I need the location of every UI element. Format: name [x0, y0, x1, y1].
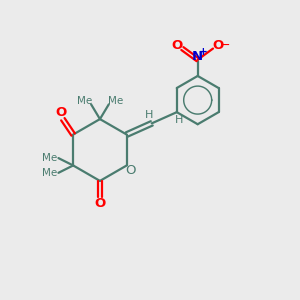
- Text: H: H: [175, 116, 183, 125]
- Text: Me: Me: [108, 96, 123, 106]
- Text: Me: Me: [77, 96, 92, 106]
- Text: O: O: [125, 164, 136, 177]
- Text: Me: Me: [42, 168, 57, 178]
- Text: N: N: [192, 50, 203, 63]
- Text: O: O: [94, 197, 106, 210]
- Text: +: +: [199, 46, 207, 56]
- Text: Me: Me: [42, 153, 57, 163]
- Text: H: H: [145, 110, 154, 120]
- Text: O: O: [56, 106, 67, 119]
- Text: O: O: [212, 39, 224, 52]
- Text: −: −: [220, 39, 231, 52]
- Text: O: O: [172, 39, 183, 52]
